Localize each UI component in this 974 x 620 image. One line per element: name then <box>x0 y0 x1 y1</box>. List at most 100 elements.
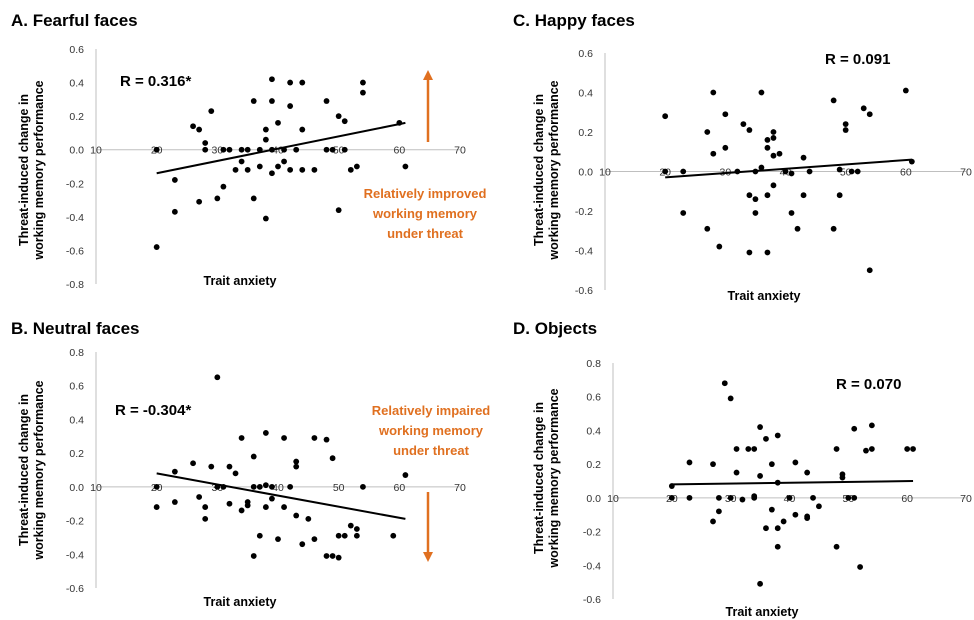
data-point <box>262 482 269 489</box>
data-point <box>764 192 771 199</box>
data-point <box>764 137 771 143</box>
data-point <box>202 515 209 522</box>
data-point <box>287 483 294 490</box>
data-point <box>833 446 840 452</box>
y-tick-label: -0.4 <box>66 549 84 561</box>
y-axis-label: Threat-induced change inworking memory p… <box>532 80 561 260</box>
data-point <box>269 76 275 83</box>
y-tick-label: -0.6 <box>66 245 84 257</box>
data-point <box>794 225 801 232</box>
data-point <box>746 249 753 256</box>
data-point <box>770 135 777 141</box>
y-tick-label: 0.0 <box>578 167 593 179</box>
data-point <box>281 435 287 441</box>
y-tick-label: -0.4 <box>575 246 593 258</box>
data-point <box>764 249 771 256</box>
data-point <box>196 126 203 133</box>
correlation-label: R = 0.091 <box>825 51 890 68</box>
data-point <box>226 146 233 153</box>
data-point <box>710 518 716 525</box>
data-point <box>353 163 360 170</box>
data-point <box>686 459 693 466</box>
data-point <box>299 541 306 548</box>
x-tick-label: 70 <box>454 482 466 494</box>
data-point <box>269 170 275 177</box>
data-point <box>323 553 330 559</box>
data-point <box>774 432 781 439</box>
data-point <box>281 158 287 165</box>
data-point <box>202 140 209 146</box>
data-point <box>153 483 160 490</box>
data-point <box>244 146 251 153</box>
y-tick-label: 0.4 <box>578 88 593 100</box>
data-point <box>792 459 799 466</box>
data-point <box>866 267 873 274</box>
data-point <box>727 395 734 402</box>
y-tick-label: 0.4 <box>69 414 84 426</box>
data-point <box>763 525 769 532</box>
data-point <box>329 553 336 559</box>
data-point <box>323 436 330 443</box>
y-axis-label-line: Threat-induced change in <box>17 94 31 246</box>
data-point <box>768 461 775 468</box>
interpretation-note: under threat <box>393 443 470 458</box>
data-point <box>774 525 781 532</box>
interpretation-note: Relatively improved <box>364 186 487 201</box>
y-tick-label: 0.6 <box>69 44 84 56</box>
y-tick-label: -0.2 <box>575 206 593 218</box>
data-point <box>353 532 360 539</box>
data-point <box>854 168 861 175</box>
data-point <box>402 472 409 478</box>
data-point <box>860 105 867 112</box>
data-point <box>208 108 215 115</box>
data-point <box>776 150 783 157</box>
x-tick-label: 60 <box>393 482 405 494</box>
data-point <box>299 126 306 133</box>
x-tick-label: 10 <box>607 493 619 505</box>
y-tick-label: 0.6 <box>69 381 84 393</box>
correlation-label: R = -0.304* <box>115 402 191 419</box>
y-tick-label: -0.2 <box>66 516 84 528</box>
x-tick-label: 60 <box>393 145 405 157</box>
data-point <box>347 166 354 173</box>
data-point <box>727 494 734 501</box>
x-axis-label: Trait anxiety <box>726 605 799 619</box>
panel-title: D. Objects <box>513 319 597 338</box>
data-point <box>751 494 758 501</box>
data-point <box>904 446 911 452</box>
panel-title: C. Happy faces <box>513 11 635 30</box>
data-point <box>287 166 294 173</box>
data-point <box>788 170 795 177</box>
y-axis-label-line: Threat-induced change in <box>532 402 546 554</box>
data-point <box>311 166 318 173</box>
y-tick-label: -0.2 <box>583 527 601 539</box>
data-point <box>780 518 787 525</box>
correlation-label: R = 0.316* <box>120 73 191 90</box>
data-point <box>360 483 366 490</box>
y-tick-label: -0.2 <box>66 178 84 190</box>
data-point <box>716 508 722 515</box>
data-point <box>329 146 336 153</box>
data-point <box>153 504 160 510</box>
data-point <box>250 98 257 104</box>
data-point <box>757 473 763 479</box>
y-tick-label: -0.6 <box>66 583 84 595</box>
data-point <box>262 126 269 133</box>
x-tick-label: 10 <box>90 482 102 494</box>
x-tick-label: 60 <box>901 493 913 505</box>
trendline <box>671 480 914 486</box>
data-point <box>335 554 342 561</box>
data-point <box>739 496 746 503</box>
trendline <box>156 472 406 520</box>
x-tick-label: 50 <box>840 167 852 179</box>
data-point <box>763 435 769 442</box>
data-point <box>360 79 366 86</box>
y-tick-label: 0.8 <box>69 347 84 359</box>
data-point <box>335 113 342 120</box>
y-axis-label-line: Threat-induced change in <box>17 394 31 546</box>
data-point <box>262 215 269 222</box>
y-axis-label: Threat-induced change inworking memory p… <box>17 80 46 260</box>
data-point <box>293 463 300 470</box>
y-tick-label: 0.0 <box>586 493 601 505</box>
data-point <box>214 374 221 381</box>
